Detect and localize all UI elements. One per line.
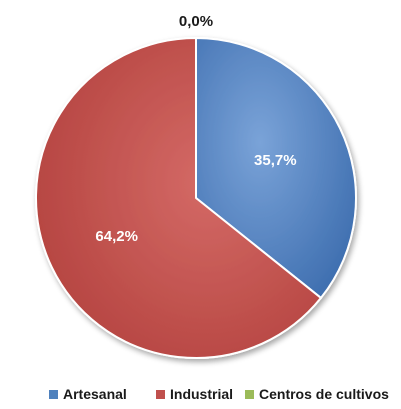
data-label-industrial: 64,2%: [95, 228, 138, 245]
legend-swatch-artesanal: [49, 389, 58, 399]
legend-item-industrial: Industrial: [156, 386, 233, 402]
legend-label-artesanal: Artesanal: [63, 386, 127, 402]
legend-label-centros-de-cultivos: Centros de cultivos: [259, 386, 389, 402]
pie-slice-artesanal: [195, 37, 357, 299]
pie-svg: 35,7% 64,2% 0,0%: [35, 13, 357, 359]
legend-swatch-centros-de-cultivos: [245, 389, 254, 399]
legend: Artesanal Industrial Centros de cultivos: [0, 386, 401, 406]
data-label-centros-de-cultivos: 0,0%: [179, 13, 213, 30]
pie-slice-industrial: [35, 37, 322, 359]
data-label-artesanal: 35,7%: [254, 152, 297, 169]
legend-swatch-industrial: [156, 389, 165, 399]
legend-label-industrial: Industrial: [170, 386, 234, 402]
legend-item-centros-de-cultivos: Centros de cultivos: [245, 386, 389, 402]
legend-item-artesanal: Artesanal: [49, 386, 127, 402]
